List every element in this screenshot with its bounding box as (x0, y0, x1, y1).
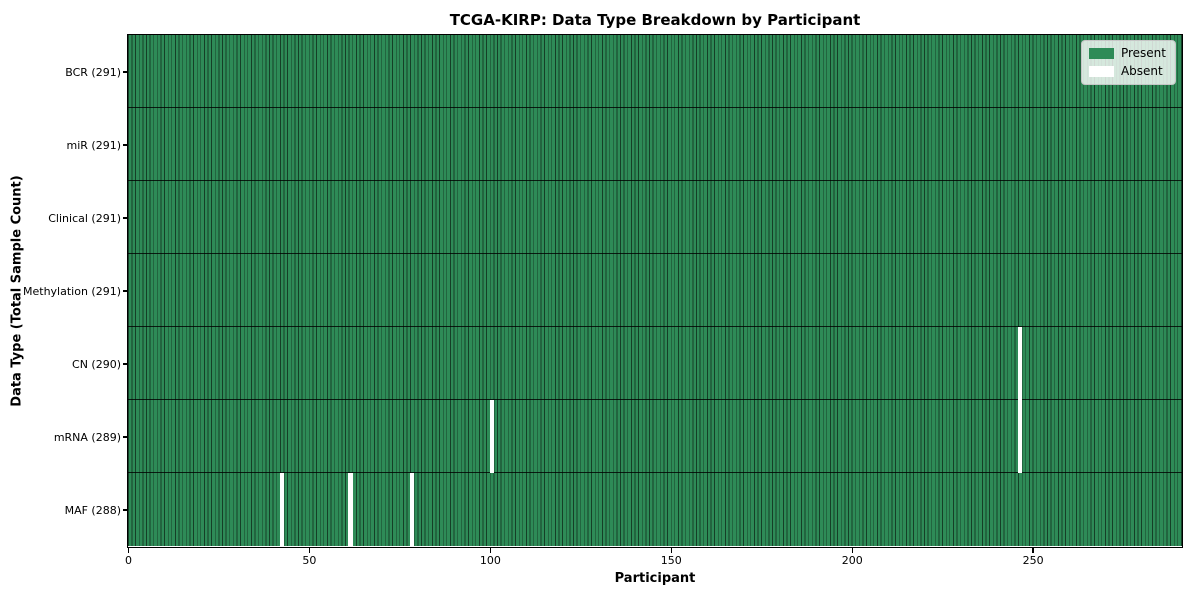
legend-entry-absent: Absent (1088, 64, 1166, 78)
plot-area: Present Absent (127, 34, 1183, 548)
x-tick-mark (1032, 548, 1034, 553)
heatmap-row-CN (128, 327, 1182, 400)
heatmap-row-MAF (128, 473, 1182, 546)
x-tick-label-100: 100 (479, 554, 501, 567)
y-tick-label-mRNA: mRNA (289) (53, 430, 121, 444)
x-tick-mark (670, 548, 672, 553)
y-tick-label-Methylation: Methylation (291) (23, 284, 121, 298)
x-tick-mark (127, 548, 130, 553)
x-tick-label-0: 0 (125, 554, 132, 567)
absent-cell-CN-246 (1017, 327, 1023, 400)
y-tick-label-MAF: MAF (288) (64, 503, 121, 517)
heatmap-row-mRNA (128, 400, 1182, 473)
y-tick-mark (122, 71, 128, 73)
y-tick-mark (122, 217, 128, 219)
x-tick-mark (489, 548, 491, 553)
legend-swatch-absent (1088, 66, 1114, 77)
heatmap-row-BCR (128, 35, 1182, 108)
legend-swatch-present (1088, 48, 1114, 59)
x-tick-label-200: 200 (841, 554, 863, 567)
legend-entry-present: Present (1088, 46, 1166, 60)
absent-cell-mRNA-100 (489, 400, 494, 473)
y-tick-mark (122, 509, 128, 511)
absent-cell-MAF-42 (279, 473, 284, 546)
y-tick-label-CN: CN (290) (72, 357, 121, 371)
x-tick-mark (851, 548, 853, 553)
x-tick-label-150: 150 (660, 554, 682, 567)
y-tick-label-BCR: BCR (291) (65, 65, 121, 79)
x-tick-mark (308, 548, 311, 553)
heatmap-row-Clinical (128, 181, 1182, 254)
absent-cell-MAF-78 (409, 473, 415, 546)
x-tick-label-50: 50 (302, 554, 317, 567)
chart-title: TCGA-KIRP: Data Type Breakdown by Partic… (449, 11, 861, 29)
heatmap-row-Methylation (128, 254, 1182, 327)
legend: Present Absent (1080, 40, 1176, 85)
y-tick-label-Clinical: Clinical (291) (48, 211, 121, 225)
y-tick-mark (122, 290, 128, 292)
legend-label: Present (1120, 46, 1166, 60)
x-axis-label: Participant (614, 571, 696, 586)
y-tick-label-miR: miR (291) (66, 138, 122, 152)
y-tick-mark (122, 144, 128, 146)
x-tick-label-250: 250 (1022, 554, 1044, 567)
absent-cell-MAF-61 (348, 473, 353, 546)
y-tick-mark (122, 436, 128, 438)
absent-cell-mRNA-246 (1017, 400, 1023, 473)
heatmap-row-miR (128, 108, 1182, 181)
legend-label: Absent (1120, 64, 1163, 78)
y-tick-mark (122, 363, 128, 365)
